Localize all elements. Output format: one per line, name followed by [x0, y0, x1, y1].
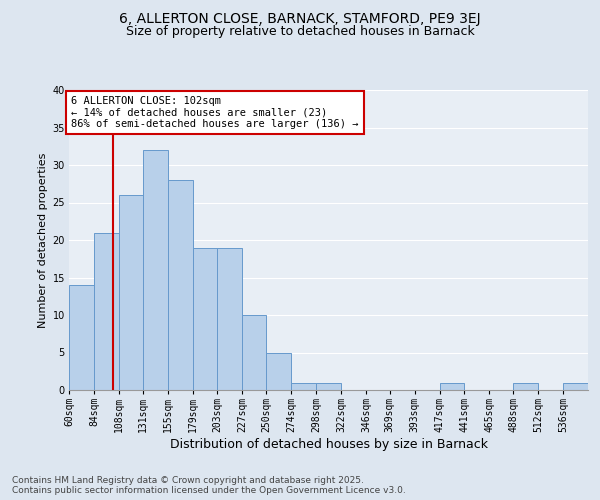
Bar	[291, 382, 316, 390]
Y-axis label: Number of detached properties: Number of detached properties	[38, 152, 48, 328]
Bar	[316, 382, 341, 390]
X-axis label: Distribution of detached houses by size in Barnack: Distribution of detached houses by size …	[170, 438, 487, 451]
Bar	[563, 382, 588, 390]
Bar	[513, 382, 538, 390]
Bar	[440, 382, 464, 390]
Bar	[94, 232, 119, 390]
Text: 6, ALLERTON CLOSE, BARNACK, STAMFORD, PE9 3EJ: 6, ALLERTON CLOSE, BARNACK, STAMFORD, PE…	[119, 12, 481, 26]
Bar	[69, 285, 94, 390]
Text: Size of property relative to detached houses in Barnack: Size of property relative to detached ho…	[125, 25, 475, 38]
Bar	[193, 248, 217, 390]
Bar	[242, 315, 266, 390]
Bar	[266, 352, 291, 390]
Text: 6 ALLERTON CLOSE: 102sqm
← 14% of detached houses are smaller (23)
86% of semi-d: 6 ALLERTON CLOSE: 102sqm ← 14% of detach…	[71, 96, 359, 129]
Bar	[217, 248, 242, 390]
Bar	[119, 195, 143, 390]
Bar	[167, 180, 193, 390]
Bar	[143, 150, 167, 390]
Text: Contains HM Land Registry data © Crown copyright and database right 2025.
Contai: Contains HM Land Registry data © Crown c…	[12, 476, 406, 495]
